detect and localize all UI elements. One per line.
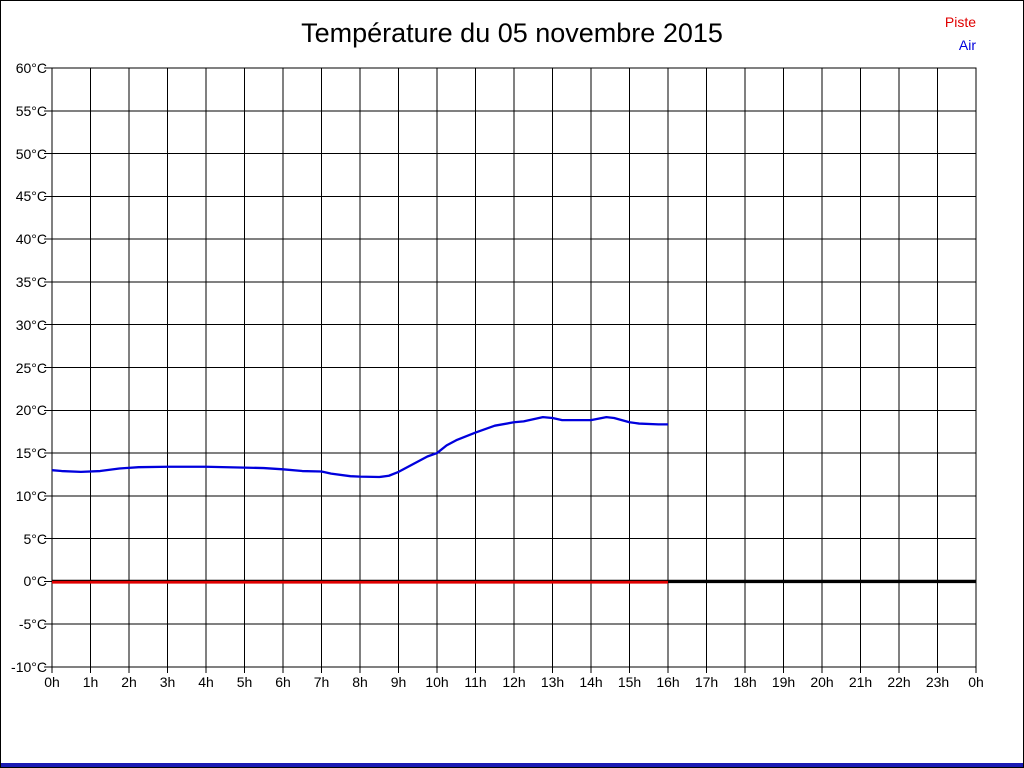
x-tick-label: 8h: [352, 674, 368, 690]
x-tick-label: 14h: [579, 674, 603, 690]
y-tick-label: -10°C: [11, 659, 47, 675]
x-tick-label: 5h: [236, 674, 253, 690]
x-tick-label: 23h: [925, 674, 950, 690]
x-tick-label: 15h: [617, 674, 642, 690]
y-tick-label: 55°C: [15, 102, 47, 119]
x-tick-label: 7h: [313, 674, 330, 690]
legend-item-air: Air: [958, 37, 976, 53]
x-tick-label: 12h: [502, 674, 526, 690]
y-tick-label: 25°C: [15, 359, 47, 376]
bottom-blue-bar: [1, 763, 1023, 767]
x-tick-label: 13h: [540, 674, 565, 690]
x-tick-label: 3h: [159, 674, 176, 690]
y-tick-label: 40°C: [15, 231, 47, 248]
y-tick-label: 30°C: [15, 316, 47, 333]
x-tick-label: 0h: [44, 674, 60, 690]
y-tick-label: 45°C: [15, 188, 47, 205]
legend: Piste Air: [945, 11, 976, 57]
y-tick-label: 10°C: [15, 487, 47, 504]
x-tick-label: 17h: [694, 674, 719, 690]
x-tick-label: 1h: [82, 674, 99, 690]
y-tick-label: -5°C: [18, 616, 47, 633]
plot-frame: [51, 67, 977, 668]
x-tick-label: 21h: [848, 674, 873, 690]
y-tick-label: 15°C: [15, 445, 47, 462]
chart-title: Température du 05 novembre 2015: [301, 18, 723, 48]
legend-item-piste: Piste: [944, 14, 976, 30]
y-tick-label: 35°C: [15, 273, 47, 290]
x-tick-label: 10h: [425, 674, 449, 690]
y-tick-label: 20°C: [15, 402, 47, 419]
x-tick-label: 2h: [121, 674, 137, 690]
y-tick-label: 5°C: [23, 530, 48, 547]
x-tick-label: 19h: [771, 674, 796, 690]
y-tick-label: 0°C: [23, 573, 48, 590]
x-tick-label: 22h: [887, 674, 911, 690]
x-tick-label: 20h: [810, 674, 834, 690]
air-line: [51, 415, 668, 479]
x-tick-label: 0h: [968, 674, 984, 690]
x-tick-label: 11h: [464, 674, 487, 690]
x-tick-label: 16h: [656, 674, 680, 690]
x-tick-label: 4h: [198, 674, 214, 690]
x-tick-label: 18h: [733, 674, 757, 690]
y-tick-label: 50°C: [15, 145, 47, 162]
x-tick-label: 9h: [390, 674, 407, 690]
y-tick-label: 60°C: [15, 60, 47, 76]
x-tick-label: 6h: [275, 674, 291, 690]
